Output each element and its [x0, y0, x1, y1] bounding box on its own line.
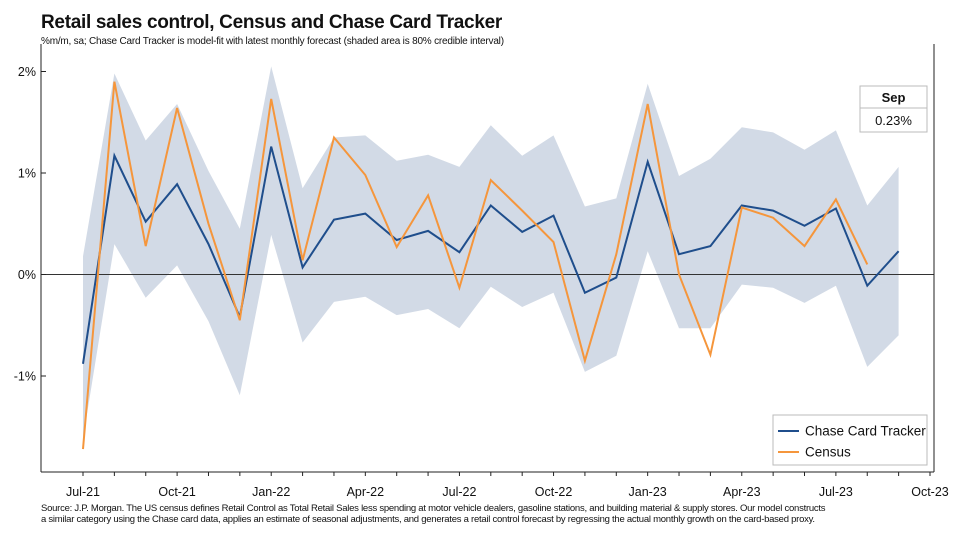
x-tick-label: Oct-23 — [911, 485, 949, 499]
x-tick-label: Jul-23 — [819, 485, 853, 499]
y-tick-label: -1% — [14, 370, 36, 384]
x-tick-label: Jan-23 — [629, 485, 667, 499]
y-tick-label: 2% — [18, 65, 36, 79]
x-tick-label: Oct-21 — [158, 485, 196, 499]
x-tick-label: Jan-22 — [252, 485, 290, 499]
legend-label: Chase Card Tracker — [805, 424, 926, 439]
source-line-2: a similar category using the Chase card … — [41, 514, 815, 525]
legend-box — [772, 414, 928, 466]
x-tick-label: Jul-22 — [442, 485, 476, 499]
chart-subtitle: %m/m, sa; Chase Card Tracker is model-fi… — [41, 36, 504, 47]
x-tick-label: Jul-21 — [66, 485, 100, 499]
source-line-1: Source: J.P. Morgan. The US census defin… — [41, 503, 826, 514]
chart-title: Retail sales control, Census and Chase C… — [41, 12, 502, 33]
series-line-census — [82, 81, 869, 450]
annotation-header: Sep — [882, 90, 906, 105]
y-tick-label: 1% — [18, 167, 36, 181]
y-tick-label: 0% — [18, 268, 36, 282]
series-line-chase-card-tracker — [82, 146, 900, 364]
x-tick-label: Oct-22 — [535, 485, 573, 499]
annotation-value: 0.23% — [875, 113, 912, 128]
chart-area: 2% 1% 0% -1% Jul-21 Oct-21 Jan-22 Apr-22 Jul-22 O… — [14, 44, 949, 499]
source-note: Source: J.P. Morgan. The US census defin… — [41, 503, 941, 525]
x-tick-label: Apr-23 — [723, 485, 761, 499]
annotation-box — [859, 85, 928, 133]
legend-label: Census — [805, 445, 851, 460]
credible-interval-band — [83, 66, 899, 439]
x-tick-label: Apr-22 — [347, 485, 385, 499]
